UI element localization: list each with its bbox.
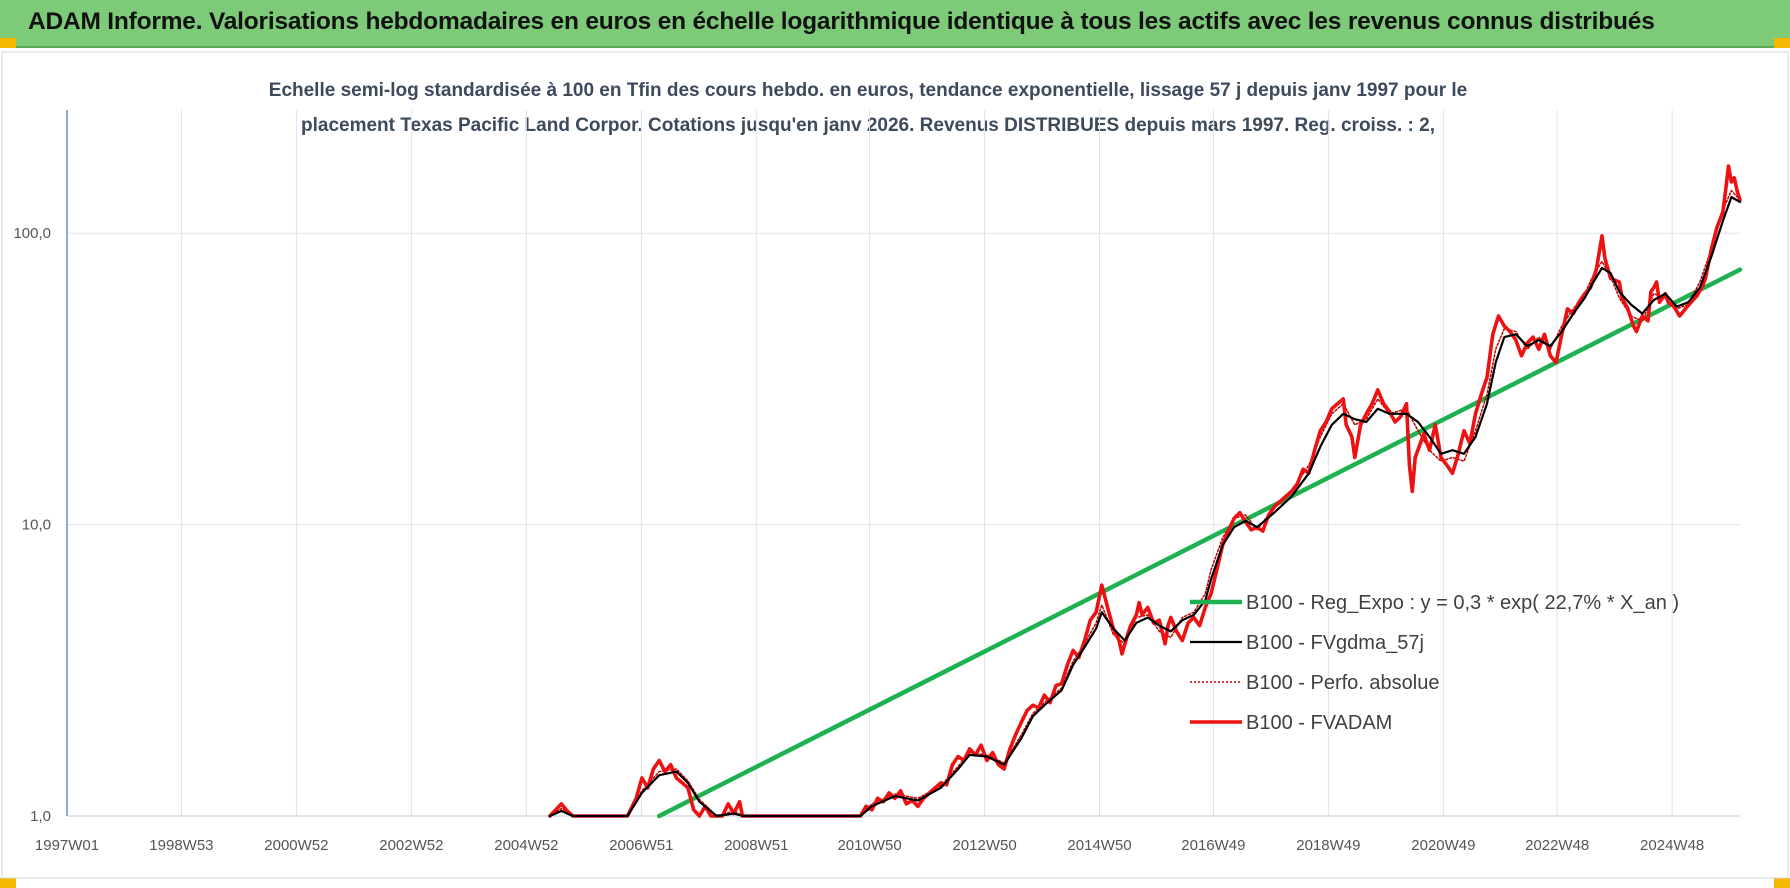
- x-tick-label: 1998W53: [149, 837, 213, 854]
- chart-title-line-2: placement Texas Pacific Land Corpor. Cot…: [301, 115, 1435, 136]
- corner-marker-top-right: [1774, 38, 1790, 48]
- x-tick-label: 2022W48: [1525, 837, 1589, 854]
- corner-marker-top-left: [0, 38, 16, 48]
- chart-title-line-1: Echelle semi-log standardisée à 100 en T…: [269, 80, 1467, 101]
- y-tick-label: 100,0: [13, 225, 51, 242]
- header-bar: ADAM Informe. Valorisations hebdomadaire…: [0, 0, 1790, 48]
- x-tick-label: 2016W49: [1181, 837, 1245, 854]
- series-line-perf: [549, 189, 1741, 817]
- x-tick-label: 2024W48: [1640, 837, 1704, 854]
- x-tick-label: 2008W51: [724, 837, 788, 854]
- series-line-reg: [656, 267, 1743, 819]
- x-tick-label: 2006W51: [609, 837, 673, 854]
- corner-marker-bottom-left: [0, 878, 16, 888]
- x-tick-label: 2012W50: [952, 837, 1016, 854]
- series-line-smooth: [548, 196, 1742, 818]
- x-tick-label: 2014W50: [1067, 837, 1131, 854]
- x-tick-label: 2018W49: [1296, 837, 1360, 854]
- x-tick-label: 2010W50: [837, 837, 901, 854]
- corner-marker-bottom-right: [1774, 878, 1790, 888]
- grid: [66, 110, 1740, 817]
- x-tick-label: 1997W01: [35, 837, 99, 854]
- chart-frame: [1, 51, 1789, 879]
- page-title: ADAM Informe. Valorisations hebdomadaire…: [28, 8, 1655, 35]
- y-tick-label: 10,0: [22, 517, 51, 534]
- axes: 1997W01 1998W53 2000W52 2002W52 2004W52 2006W…: [13, 110, 1740, 854]
- series-line-adam: [548, 164, 1742, 818]
- x-tick-label: 2020W49: [1411, 837, 1475, 854]
- legend-label: B100 - Perfo. absolue: [1246, 672, 1439, 694]
- legend-label: B100 - Reg_Expo : y = 0,3 * exp( 22,7% *…: [1246, 592, 1679, 614]
- y-tick-label: 1,0: [30, 808, 51, 825]
- x-tick-label: 2000W52: [264, 837, 328, 854]
- x-tick-label: 2004W52: [494, 837, 558, 854]
- legend: B100 - Reg_Expo : y = 0,3 * exp( 22,7% *…: [1190, 592, 1679, 734]
- x-tick-label: 2002W52: [379, 837, 443, 854]
- series-layer: [548, 164, 1743, 819]
- legend-label: B100 - FVADAM: [1246, 712, 1392, 734]
- legend-label: B100 - FVgdma_57j: [1246, 632, 1424, 654]
